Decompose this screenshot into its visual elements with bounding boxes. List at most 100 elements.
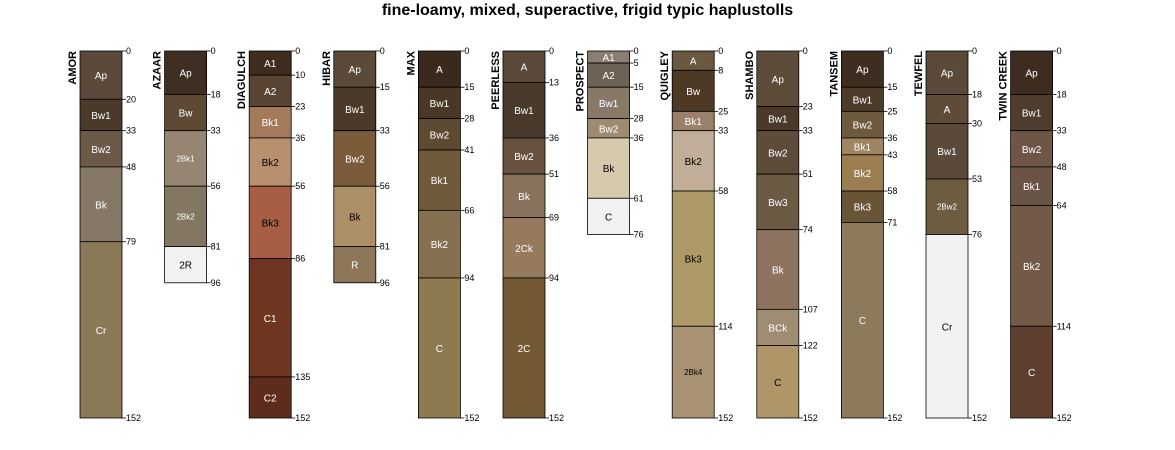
horizon-bw1: [756, 106, 800, 132]
depth-label: 10: [295, 70, 305, 80]
horizon-c: [587, 197, 630, 235]
depth-label: 48: [126, 162, 136, 172]
profile-name: AZAAR: [152, 51, 164, 90]
horizon-label: Cr: [96, 326, 107, 337]
horizon-label: Bk3: [854, 203, 872, 214]
horizon-bw2: [333, 130, 377, 187]
profile-amor: AMOR Ap Bw1 Bw2 Bk Cr 0 20 33 48 79 152: [67, 46, 141, 423]
horizon-cr: [925, 234, 969, 419]
horizon-bk: [756, 229, 800, 310]
horizon-label: Bk: [518, 192, 531, 203]
horizon-bw2: [79, 130, 123, 168]
depth-label: 53: [972, 174, 982, 184]
depth-label: 152: [295, 413, 310, 423]
depth-label: 36: [887, 133, 897, 143]
depth-label: 51: [549, 169, 559, 179]
horizon-label: Bk2: [685, 157, 703, 168]
horizon-ap: [1010, 50, 1053, 95]
depth-label: 0: [464, 46, 469, 56]
profile-quigley: QUIGLEY A Bw Bk1 Bk2 Bk3 2Bk4 0 8 25 33 58 114 152: [659, 46, 733, 423]
horizon-label: Bw2: [599, 124, 619, 135]
depth-label: 25: [887, 106, 897, 116]
horizon-label: Bk1: [431, 176, 449, 187]
depth-label: 114: [1057, 321, 1071, 331]
horizon-a: [925, 94, 969, 124]
horizon-label: 2Bw2: [937, 203, 958, 212]
horizon-bk2: [671, 130, 715, 192]
depth-label: 152: [887, 413, 902, 423]
horizon-label: A: [944, 105, 951, 116]
horizon-label: A: [436, 65, 443, 76]
horizon-label: Bw1: [345, 105, 365, 116]
horizon-bw2: [841, 110, 884, 139]
depth-label: 28: [464, 114, 474, 124]
depth-label: 0: [295, 46, 300, 56]
horizon-label: Bk3: [262, 218, 280, 229]
depth-label: 135: [295, 372, 310, 382]
depth-label: 69: [549, 213, 559, 223]
horizon-label: C2: [264, 393, 277, 404]
horizon-c1: [248, 258, 292, 378]
horizon-label: Bk1: [262, 118, 280, 129]
depth-label: 86: [295, 254, 305, 264]
depth-label: 0: [126, 46, 131, 56]
horizon-label: Bw1: [1022, 109, 1042, 120]
horizon-c: [841, 222, 884, 419]
depth-label: 36: [549, 133, 559, 143]
horizon-bw1: [841, 86, 884, 112]
depth-label: 122: [803, 341, 818, 351]
horizon-bw3: [756, 173, 800, 231]
depth-label: 71: [887, 217, 897, 227]
horizon-label: Bk: [349, 212, 362, 223]
horizon-label: C: [436, 344, 443, 355]
horizon-bw1: [925, 123, 969, 180]
depth-label: 0: [1057, 46, 1062, 56]
depth-label: 0: [718, 46, 723, 56]
depth-label: 33: [718, 126, 728, 136]
horizon-label: Bk2: [262, 158, 280, 169]
horizon-bk2: [248, 137, 292, 187]
profile-prospect: PROSPECT A1 A2 Bw1 Bw2 Bk C 0 5 15 28 36 61 76: [575, 46, 644, 240]
profile-hibar: HIBAR Ap Bw1 Bw2 Bk R 0 15 33 56 81 96: [321, 46, 390, 288]
horizon-a1: [248, 50, 292, 76]
horizon-label: Cr: [942, 322, 953, 333]
profile-tewfel: TEWFEL Ap A Bw1 2Bw2 Cr 0 18 30 53 76 152: [913, 46, 987, 423]
depth-label: 79: [126, 237, 136, 247]
horizon-label: Bw1: [599, 99, 619, 110]
horizon-label: Bw2: [345, 154, 365, 165]
horizon-bw2: [417, 118, 461, 151]
depth-label: 36: [634, 133, 644, 143]
depth-label: 81: [380, 242, 390, 252]
depth-label: 33: [380, 126, 390, 136]
depth-label: 23: [803, 102, 813, 112]
horizon-label: Ap: [856, 65, 869, 76]
horizon-label: 2Bk1: [176, 154, 195, 163]
profile-name: TEWFEL: [913, 51, 925, 96]
horizon-bk1: [248, 106, 292, 139]
horizon-label: Ap: [349, 65, 362, 76]
depth-label: 0: [803, 46, 808, 56]
depth-label: 33: [211, 126, 221, 136]
horizon-a2: [587, 62, 630, 88]
horizon-label: Bw2: [430, 130, 450, 141]
depth-label: 152: [718, 413, 733, 423]
depth-label: 15: [887, 82, 897, 92]
horizon-bk3: [248, 185, 292, 260]
depth-label: 96: [380, 278, 390, 288]
depth-label: 5: [634, 58, 639, 68]
horizon-c: [417, 277, 461, 419]
depth-label: 58: [718, 186, 728, 196]
horizon-label: Bw2: [768, 148, 788, 159]
horizon-label: R: [351, 261, 358, 272]
horizon-label: Bk1: [685, 117, 703, 128]
horizon-label: Bw1: [514, 106, 534, 117]
horizon-label: Bw3: [768, 198, 788, 209]
depth-label: 152: [803, 413, 818, 423]
chart-title: fine-loamy, mixed, superactive, frigid t…: [381, 2, 794, 19]
horizon-label: 2C: [518, 344, 531, 355]
horizon-label: Bk2: [854, 169, 872, 180]
horizon-label: A2: [602, 71, 615, 82]
horizon-label: Bw2: [853, 121, 873, 132]
profile-peerless: PEERLESS A Bw1 Bw2 Bk 2Ck 2C 0 13 36 51 69 94 152: [490, 46, 564, 423]
